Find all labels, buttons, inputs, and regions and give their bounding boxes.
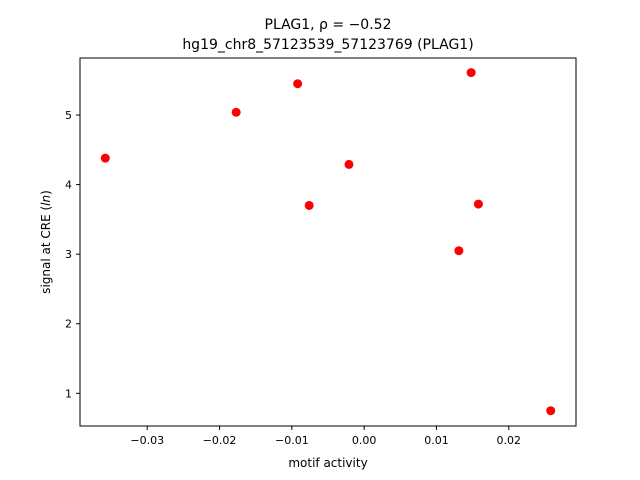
y-tick-label-2: 2 <box>65 318 72 331</box>
data-point-7 <box>466 68 476 78</box>
x-tick-label-3: −0.01 <box>275 434 309 447</box>
data-point-3 <box>293 79 303 89</box>
plot-frame <box>79 57 577 427</box>
axis-ticks: −0.03 −0.02 −0.01 0.00 0.01 0.02 1 2 3 4 5 <box>65 109 521 447</box>
x-tick-label-6: 0.02 <box>497 434 522 447</box>
data-point-6 <box>454 246 464 256</box>
y-tick-label-4: 4 <box>65 179 72 192</box>
data-point-4 <box>304 200 314 210</box>
data-point-2 <box>231 107 241 117</box>
data-point-5 <box>344 159 354 169</box>
x-tick-label-2: −0.02 <box>203 434 237 447</box>
chart-title-line-1: PLAG1, ρ = −0.52 <box>265 17 392 33</box>
data-point-8 <box>473 199 483 209</box>
data-points <box>100 68 556 416</box>
data-point-1 <box>100 153 110 163</box>
x-tick-label-4: 0.00 <box>352 434 377 447</box>
x-tick-label-5: 0.01 <box>424 434 449 447</box>
x-axis-label: motif activity <box>288 456 367 470</box>
y-axis-label: signal at CRE (ln) <box>39 190 53 294</box>
x-tick-label-1: −0.03 <box>130 434 164 447</box>
y-tick-label-1: 1 <box>65 387 72 400</box>
y-tick-label-3: 3 <box>65 248 72 261</box>
data-point-9 <box>546 406 556 416</box>
y-tick-label-5: 5 <box>65 109 72 122</box>
chart-title-line-2: hg19_chr8_57123539_57123769 (PLAG1) <box>182 37 473 53</box>
